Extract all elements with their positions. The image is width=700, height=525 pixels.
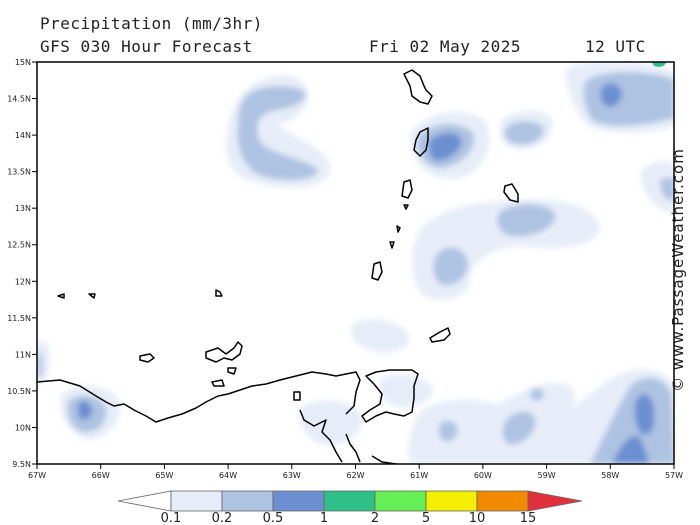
lon-tick-label: 63W xyxy=(283,471,301,480)
lon-tick-label: 59W xyxy=(538,471,556,480)
color-legend: 0.1 0.2 0.5 1 2 5 10 15 xyxy=(117,490,583,525)
legend-label: 0.2 xyxy=(212,511,233,525)
lon-tick-label: 60W xyxy=(474,471,492,480)
lat-tick-label: 15N xyxy=(15,58,31,67)
lon-tick-label: 61W xyxy=(410,471,428,480)
legend-swatch xyxy=(476,490,529,512)
lon-tick-label: 66W xyxy=(92,471,110,480)
legend-label: 2 xyxy=(371,511,379,525)
lat-tick-label: 11N xyxy=(15,350,31,359)
legend-swatch xyxy=(221,490,274,512)
lon-tick-label: 65W xyxy=(155,471,173,480)
lat-tick-label: 12N xyxy=(15,277,31,286)
legend-arrow-low xyxy=(117,490,172,512)
legend-label: 1 xyxy=(320,511,328,525)
map-title: Precipitation (mm/3hr) xyxy=(40,14,263,33)
forecast-date: Fri 02 May 2025 xyxy=(369,37,521,56)
legend-label: 10 xyxy=(469,511,486,525)
precipitation-shading xyxy=(37,62,674,464)
lat-tick-label: 10.5N xyxy=(7,387,31,396)
legend-swatch xyxy=(323,490,376,512)
lon-tick-label: 62W xyxy=(346,471,364,480)
map-frame xyxy=(36,61,675,465)
legend-swatch xyxy=(170,490,223,512)
lat-tick-label: 11.5N xyxy=(7,314,31,323)
legend-arrow-high xyxy=(527,490,583,512)
legend-swatch xyxy=(272,490,325,512)
forecast-time: 12 UTC xyxy=(585,37,646,56)
forecast-subtitle: GFS 030 Hour Forecast xyxy=(40,37,253,56)
lon-tick-label: 58W xyxy=(601,471,619,480)
latitude-axis: 15N 14.5N 14N 13.5N 13N 12.5N 12N 11.5N 11N 10.5N… xyxy=(7,58,37,469)
lon-tick-label: 64W xyxy=(219,471,237,480)
legend-label: 0.5 xyxy=(263,511,284,525)
lon-tick-label: 67W xyxy=(28,471,46,480)
coastlines xyxy=(37,69,519,464)
lat-tick-label: 9.5N xyxy=(12,460,31,469)
lat-tick-label: 13N xyxy=(15,204,31,213)
lat-tick-label: 12.5N xyxy=(7,241,31,250)
legend-label: 5 xyxy=(422,511,430,525)
lat-tick-label: 14.5N xyxy=(7,95,31,104)
legend-swatch xyxy=(374,490,427,512)
lon-tick-label: 57W xyxy=(665,471,683,480)
lat-tick-label: 14N xyxy=(15,131,31,140)
legend-label: 15 xyxy=(520,511,537,525)
lat-tick-label: 10N xyxy=(15,423,31,432)
legend-swatch xyxy=(425,490,478,512)
lat-tick-label: 13.5N xyxy=(7,168,31,177)
rain-hotspot xyxy=(652,62,666,67)
longitude-axis: 67W 66W 65W 64W 63W 62W 61W 60W 59W 58W 57W xyxy=(28,464,683,480)
legend-label: 0.1 xyxy=(161,511,182,525)
